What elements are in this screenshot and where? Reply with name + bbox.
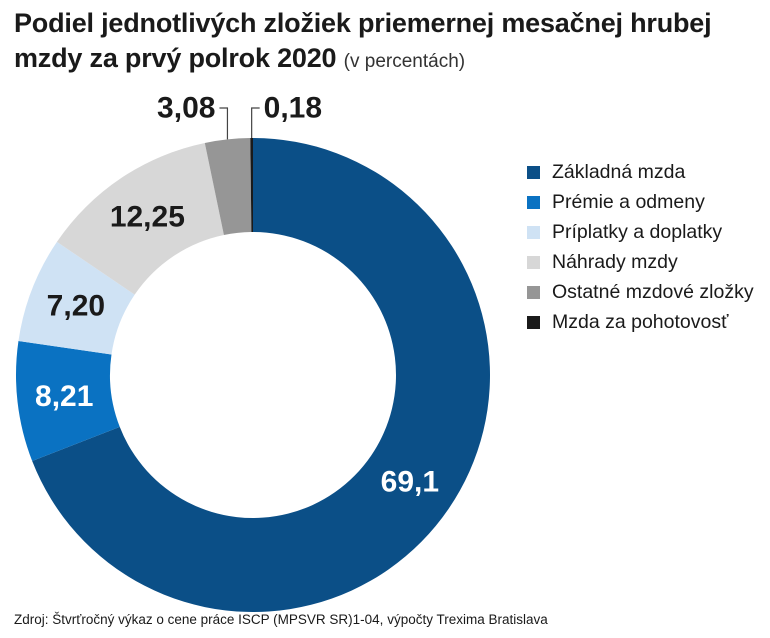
donut-slice-nahrady-mzdy — [56, 142, 224, 295]
donut-slice-zakladna-mzda — [32, 138, 491, 612]
legend-item-nahrady-mzdy: Náhrady mzdy — [527, 247, 754, 277]
legend-label: Mzda za pohotovosť — [552, 310, 729, 333]
slice-value-label-priplatky-a-doplatky: 7,20 — [47, 290, 105, 323]
slice-value-label-ostatne-mzdove-zlozky: 3,08 — [157, 92, 215, 125]
slice-value-labels: 69,1 8,21 7,20 12,25 3,08 0,18 — [35, 92, 439, 499]
legend-label: Náhrady mzdy — [552, 250, 678, 273]
legend-item-priplatky-a-doplatky: Príplatky a doplatky — [527, 217, 754, 247]
donut-slice-priplatky-a-doplatky — [18, 241, 135, 355]
legend-swatch — [527, 315, 540, 329]
donut-slice-ostatne-mzdove-zlozky — [204, 138, 252, 235]
donut-slices — [16, 138, 491, 612]
chart-unit-note: (v percentách) — [343, 51, 466, 72]
slice-value-label-zakladna-mzda: 69,1 — [381, 466, 439, 499]
leader-lines — [219, 107, 260, 140]
slice-value-label-mzda-za-pohotovost: 0,18 — [264, 92, 322, 125]
legend-item-ostatne-mzdove-zlozky: Ostatné mzdové zložky — [527, 277, 754, 307]
legend-swatch — [527, 165, 540, 179]
donut-slice-premie-a-odmeny — [16, 340, 120, 462]
chart-title-text: Podiel jednotlivých zložiek priemernej m… — [14, 8, 712, 73]
chart-title: Podiel jednotlivých zložiek priemernej m… — [14, 6, 754, 79]
legend-item-zakladna-mzda: Základná mzda — [527, 157, 754, 187]
legend-label: Prémie a odmeny — [552, 190, 705, 213]
leader-line-mzda-za-pohotovost — [251, 107, 260, 139]
legend-label: Ostatné mzdové zložky — [552, 280, 754, 303]
legend-swatch — [527, 195, 540, 209]
legend-swatch — [527, 255, 540, 269]
donut-slice-mzda-za-pohotovost — [250, 138, 253, 233]
source-note: Zdroj: Štvrťročný výkaz o cene práce ISC… — [14, 612, 548, 627]
legend-swatch — [527, 285, 540, 299]
slice-value-label-premie-a-odmeny: 8,21 — [35, 380, 93, 413]
legend-label: Príplatky a doplatky — [552, 220, 723, 243]
legend: Základná mzda Prémie a odmeny Príplatky a … — [527, 157, 754, 337]
legend-item-premie-a-odmeny: Prémie a odmeny — [527, 187, 754, 217]
slice-value-label-nahrady-mzdy: 12,25 — [110, 201, 185, 234]
leader-line-ostatne-mzdove-zlozky — [219, 107, 229, 140]
legend-item-mzda-za-pohotovost: Mzda za pohotovosť — [527, 307, 754, 337]
legend-swatch — [527, 225, 540, 239]
legend-label: Základná mzda — [552, 160, 686, 183]
